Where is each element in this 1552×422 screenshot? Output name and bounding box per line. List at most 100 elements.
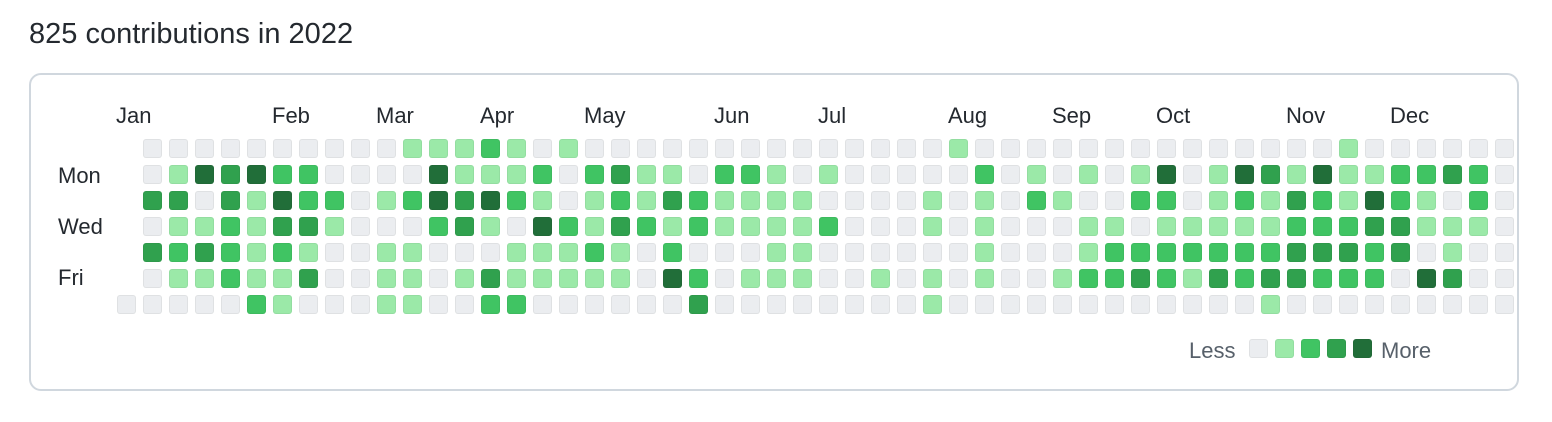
contribution-day-sunday-week-50[interactable] (1417, 139, 1436, 158)
contribution-day-saturday-week-21[interactable] (663, 295, 682, 314)
contribution-day-thursday-week-15[interactable] (507, 243, 526, 262)
contribution-day-friday-week-39[interactable] (1131, 269, 1150, 288)
contribution-day-friday-week-4[interactable] (221, 269, 240, 288)
contribution-day-thursday-week-5[interactable] (247, 243, 266, 262)
contribution-day-sunday-week-2[interactable] (169, 139, 188, 158)
contribution-day-friday-week-5[interactable] (247, 269, 266, 288)
contribution-day-wednesday-week-37[interactable] (1079, 217, 1098, 236)
contribution-day-sunday-week-24[interactable] (741, 139, 760, 158)
contribution-day-thursday-week-29[interactable] (871, 243, 890, 262)
contribution-day-sunday-week-52[interactable] (1469, 139, 1488, 158)
contribution-day-wednesday-week-45[interactable] (1287, 217, 1306, 236)
contribution-day-wednesday-week-12[interactable] (429, 217, 448, 236)
contribution-day-monday-week-14[interactable] (481, 165, 500, 184)
contribution-day-friday-week-38[interactable] (1105, 269, 1124, 288)
contribution-day-saturday-week-35[interactable] (1027, 295, 1046, 314)
contribution-day-wednesday-week-51[interactable] (1443, 217, 1462, 236)
contribution-day-monday-week-25[interactable] (767, 165, 786, 184)
contribution-day-wednesday-week-1[interactable] (143, 217, 162, 236)
contribution-day-friday-week-24[interactable] (741, 269, 760, 288)
contribution-day-monday-week-28[interactable] (845, 165, 864, 184)
contribution-day-friday-week-26[interactable] (793, 269, 812, 288)
contribution-day-thursday-week-51[interactable] (1443, 243, 1462, 262)
contribution-day-sunday-week-47[interactable] (1339, 139, 1358, 158)
contribution-day-thursday-week-34[interactable] (1001, 243, 1020, 262)
contribution-day-tuesday-week-35[interactable] (1027, 191, 1046, 210)
contribution-day-saturday-week-13[interactable] (455, 295, 474, 314)
contribution-day-friday-week-48[interactable] (1365, 269, 1384, 288)
contribution-day-friday-week-29[interactable] (871, 269, 890, 288)
contribution-day-friday-week-28[interactable] (845, 269, 864, 288)
contribution-day-monday-week-15[interactable] (507, 165, 526, 184)
contribution-day-saturday-week-10[interactable] (377, 295, 396, 314)
contribution-day-friday-week-50[interactable] (1417, 269, 1436, 288)
contribution-day-thursday-week-33[interactable] (975, 243, 994, 262)
contribution-day-thursday-week-46[interactable] (1313, 243, 1332, 262)
contribution-day-sunday-week-41[interactable] (1183, 139, 1202, 158)
contribution-day-sunday-week-3[interactable] (195, 139, 214, 158)
contribution-day-sunday-week-42[interactable] (1209, 139, 1228, 158)
contribution-day-thursday-week-6[interactable] (273, 243, 292, 262)
contribution-day-thursday-week-7[interactable] (299, 243, 318, 262)
contribution-day-friday-week-45[interactable] (1287, 269, 1306, 288)
contribution-day-saturday-week-6[interactable] (273, 295, 292, 314)
contribution-day-thursday-week-50[interactable] (1417, 243, 1436, 262)
contribution-day-friday-week-20[interactable] (637, 269, 656, 288)
contribution-day-monday-week-35[interactable] (1027, 165, 1046, 184)
contribution-day-monday-week-24[interactable] (741, 165, 760, 184)
contribution-day-sunday-week-26[interactable] (793, 139, 812, 158)
contribution-day-friday-week-8[interactable] (325, 269, 344, 288)
contribution-day-wednesday-week-44[interactable] (1261, 217, 1280, 236)
contribution-day-sunday-week-10[interactable] (377, 139, 396, 158)
contribution-day-monday-week-43[interactable] (1235, 165, 1254, 184)
contribution-day-monday-week-30[interactable] (897, 165, 916, 184)
contribution-day-thursday-week-12[interactable] (429, 243, 448, 262)
contribution-day-saturday-week-3[interactable] (195, 295, 214, 314)
contribution-day-monday-week-23[interactable] (715, 165, 734, 184)
contribution-day-saturday-week-53[interactable] (1495, 295, 1514, 314)
contribution-day-monday-week-33[interactable] (975, 165, 994, 184)
contribution-day-monday-week-45[interactable] (1287, 165, 1306, 184)
contribution-day-thursday-week-20[interactable] (637, 243, 656, 262)
contribution-day-monday-week-32[interactable] (949, 165, 968, 184)
contribution-day-wednesday-week-21[interactable] (663, 217, 682, 236)
contribution-day-sunday-week-29[interactable] (871, 139, 890, 158)
contribution-day-monday-week-22[interactable] (689, 165, 708, 184)
contribution-day-saturday-week-43[interactable] (1235, 295, 1254, 314)
contribution-day-wednesday-week-38[interactable] (1105, 217, 1124, 236)
contribution-day-wednesday-week-31[interactable] (923, 217, 942, 236)
contribution-day-wednesday-week-2[interactable] (169, 217, 188, 236)
contribution-day-sunday-week-45[interactable] (1287, 139, 1306, 158)
contribution-day-friday-week-14[interactable] (481, 269, 500, 288)
contribution-day-tuesday-week-15[interactable] (507, 191, 526, 210)
contribution-day-sunday-week-51[interactable] (1443, 139, 1462, 158)
contribution-day-saturday-week-26[interactable] (793, 295, 812, 314)
contribution-day-thursday-week-38[interactable] (1105, 243, 1124, 262)
contribution-day-monday-week-47[interactable] (1339, 165, 1358, 184)
contribution-day-tuesday-week-17[interactable] (559, 191, 578, 210)
contribution-day-sunday-week-11[interactable] (403, 139, 422, 158)
contribution-day-tuesday-week-4[interactable] (221, 191, 240, 210)
contribution-day-sunday-week-15[interactable] (507, 139, 526, 158)
contribution-day-saturday-week-19[interactable] (611, 295, 630, 314)
contribution-day-wednesday-week-33[interactable] (975, 217, 994, 236)
contribution-day-saturday-week-39[interactable] (1131, 295, 1150, 314)
contribution-day-wednesday-week-29[interactable] (871, 217, 890, 236)
contribution-day-friday-week-25[interactable] (767, 269, 786, 288)
contribution-day-sunday-week-18[interactable] (585, 139, 604, 158)
contribution-day-thursday-week-27[interactable] (819, 243, 838, 262)
contribution-day-saturday-week-40[interactable] (1157, 295, 1176, 314)
contribution-day-friday-week-34[interactable] (1001, 269, 1020, 288)
contribution-day-sunday-week-44[interactable] (1261, 139, 1280, 158)
contribution-day-thursday-week-48[interactable] (1365, 243, 1384, 262)
contribution-day-monday-week-11[interactable] (403, 165, 422, 184)
contribution-day-monday-week-1[interactable] (143, 165, 162, 184)
contribution-day-sunday-week-16[interactable] (533, 139, 552, 158)
contribution-day-saturday-week-30[interactable] (897, 295, 916, 314)
contribution-day-thursday-week-8[interactable] (325, 243, 344, 262)
contribution-day-thursday-week-40[interactable] (1157, 243, 1176, 262)
contribution-day-wednesday-week-47[interactable] (1339, 217, 1358, 236)
contribution-day-tuesday-week-46[interactable] (1313, 191, 1332, 210)
contribution-day-monday-week-16[interactable] (533, 165, 552, 184)
contribution-day-tuesday-week-49[interactable] (1391, 191, 1410, 210)
